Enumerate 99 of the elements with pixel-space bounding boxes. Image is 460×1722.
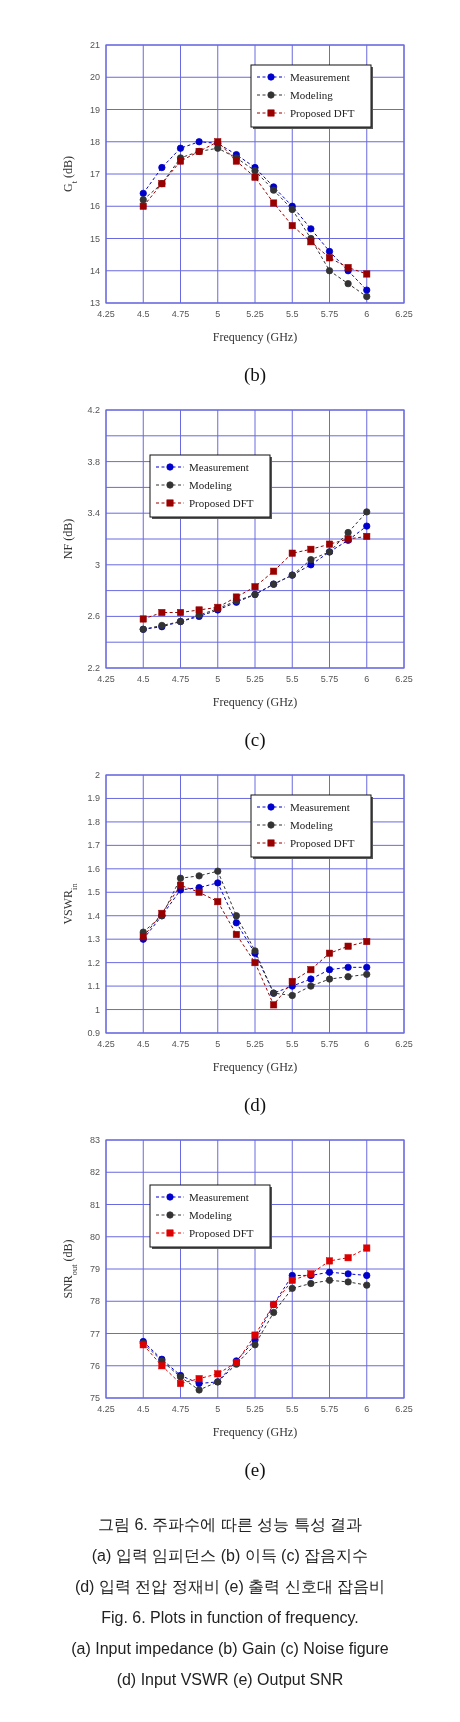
x-tick-label: 6.25 (395, 1404, 413, 1414)
y-tick-label: 1 (94, 1004, 100, 1015)
y-tick-label: 3.4 (87, 508, 100, 519)
x-axis-title: Frequency (GHz) (212, 330, 298, 344)
x-tick-label: 6.25 (395, 674, 413, 684)
y-tick-label: 81 (89, 1199, 100, 1210)
x-tick-label: 5 (215, 1039, 221, 1049)
x-tick-label: 6 (364, 1404, 370, 1414)
text: (b) (243, 364, 267, 386)
x-axis-title: Frequency (GHz) (212, 1060, 298, 1074)
x-tick-label: 5.5 (285, 1404, 299, 1414)
x-tick-label: 5.25 (246, 1039, 264, 1049)
x-tick-label: 4.75 (171, 309, 190, 319)
y-tick-label: 1.3 (87, 934, 100, 945)
text: (e) (244, 1459, 266, 1481)
x-tick-label: 4.25 (97, 309, 115, 319)
text: (a) 입력 임피던스 (b) 이득 (c) 잡음지수 (91, 1547, 369, 1564)
y-tick-label: 18 (89, 136, 100, 147)
x-axis-title: Frequency (GHz) (212, 1425, 298, 1439)
y-tick-label: 1.4 (87, 910, 100, 921)
y-tick-label: 20 (89, 72, 100, 83)
y-tick-label: 75 (89, 1393, 100, 1403)
y-tick-label: 80 (89, 1231, 100, 1242)
y-tick-label: 82 (89, 1167, 100, 1178)
x-tick-label: 5.75 (320, 674, 339, 684)
legend-label: Modeling (189, 1209, 233, 1221)
x-tick-label: 6.25 (395, 1039, 413, 1049)
legend-label: Modeling (290, 89, 334, 101)
legend-label: Proposed DFT (290, 107, 355, 119)
y-tick-label: 77 (89, 1328, 100, 1339)
caption: 그림 6. 주파수에 따른 성능 특성 결과 (97, 1516, 363, 1533)
y-tick-label: 76 (89, 1360, 100, 1371)
text: (d) 입력 전압 정재비 (e) 출력 신호대 잡음비 (74, 1578, 386, 1595)
y-tick-label: 2 (94, 770, 100, 780)
y-tick-label: 1.8 (87, 816, 100, 827)
y-tick-label: 16 (89, 201, 100, 212)
x-tick-label: 6 (364, 1039, 370, 1049)
y-tick-label: 13 (89, 298, 100, 308)
x-tick-label: 5.75 (320, 309, 339, 319)
x-tick-label: 5.5 (285, 1039, 299, 1049)
x-tick-label: 5 (215, 309, 221, 319)
x-tick-label: 5.75 (320, 1404, 339, 1414)
y-tick-label: 78 (89, 1296, 100, 1307)
x-tick-label: 6 (364, 309, 370, 319)
y-tick-label: 1.9 (87, 793, 100, 804)
x-tick-label: 6.25 (395, 309, 413, 319)
x-tick-label: 4.5 (136, 1039, 150, 1049)
x-tick-label: 5.25 (246, 674, 264, 684)
y-tick-label: 1.5 (87, 887, 100, 898)
caption: Fig. 6. Plots in function of frequency. (101, 1609, 359, 1626)
legend-label: Proposed DFT (189, 497, 254, 509)
legend-label: Measurement (290, 71, 350, 83)
y-tick-label: 79 (89, 1264, 100, 1274)
y-tick-label: 3 (94, 559, 100, 570)
y-tick-label: 21 (89, 40, 100, 50)
x-tick-label: 4.75 (171, 674, 190, 684)
legend-label: Proposed DFT (290, 837, 355, 849)
y-tick-label: 14 (89, 265, 100, 276)
x-tick-label: 4.75 (171, 1039, 190, 1049)
x-axis-title: Frequency (GHz) (212, 695, 298, 709)
x-tick-label: 4.25 (97, 1404, 115, 1414)
x-tick-label: 5.25 (246, 1404, 264, 1414)
legend-label: Modeling (290, 819, 334, 831)
y-tick-label: 0.9 (87, 1028, 100, 1038)
y-tick-label: 3.8 (87, 456, 100, 467)
x-tick-label: 4.5 (136, 309, 150, 319)
x-tick-label: 4.5 (136, 674, 150, 684)
x-tick-label: 5.25 (246, 309, 264, 319)
y-tick-label: 2.2 (87, 663, 100, 673)
legend-label: Proposed DFT (189, 1227, 254, 1239)
x-tick-label: 4.25 (97, 674, 115, 684)
x-tick-label: 4.75 (171, 1404, 190, 1414)
y-tick-label: 83 (89, 1135, 100, 1145)
legend-label: Measurement (290, 801, 350, 813)
y-tick-label: 1.6 (87, 863, 100, 874)
y-axis-title: NF (dB) (61, 518, 75, 560)
x-tick-label: 5 (215, 1404, 221, 1414)
y-tick-label: 1.2 (87, 957, 100, 968)
y-tick-label: 17 (89, 169, 100, 179)
y-tick-label: 1.7 (87, 840, 100, 851)
y-tick-label: 2.6 (87, 611, 100, 622)
y-tick-label: 1.1 (87, 981, 100, 992)
y-tick-label: 4.2 (87, 405, 100, 415)
x-tick-label: 5.75 (320, 1039, 339, 1049)
x-tick-label: 6 (364, 674, 370, 684)
legend-label: Measurement (189, 1191, 249, 1203)
text: (d) (243, 1094, 267, 1116)
text: (a) Input impedance (b) Gain (c) Noise figure (71, 1640, 389, 1657)
text: (c) (244, 729, 266, 751)
text: (d) Input VSWR (e) Output SNR (116, 1671, 344, 1688)
x-tick-label: 4.5 (136, 1404, 150, 1414)
legend-label: Modeling (189, 479, 233, 491)
legend-label: Measurement (189, 461, 249, 473)
y-tick-label: 19 (89, 104, 100, 115)
x-tick-label: 5.5 (285, 309, 299, 319)
y-tick-label: 15 (89, 233, 100, 244)
x-tick-label: 4.25 (97, 1039, 115, 1049)
x-tick-label: 5.5 (285, 674, 299, 684)
x-tick-label: 5 (215, 674, 221, 684)
